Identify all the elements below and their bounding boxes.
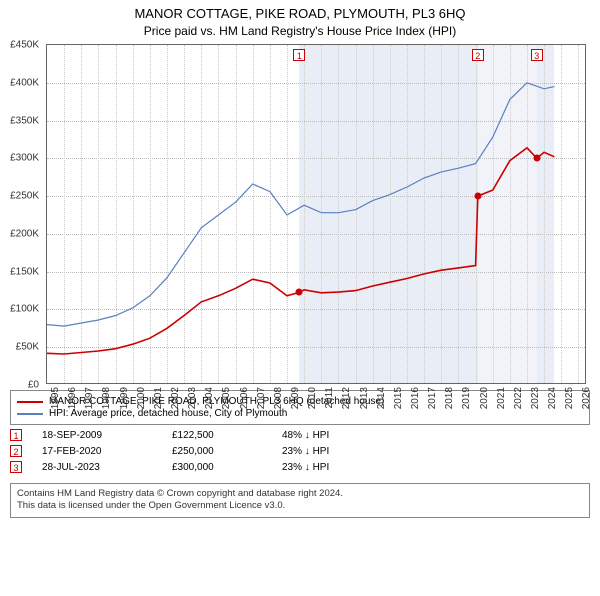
footer-line: This data is licensed under the Open Gov…	[17, 500, 583, 512]
event-marker-icon: 2	[10, 445, 22, 457]
event-diff: 48% ↓ HPI	[282, 430, 329, 441]
x-axis-label: 2013	[359, 387, 370, 409]
x-axis-label: 2011	[324, 387, 335, 409]
event-marker-icon: 1	[10, 429, 22, 441]
x-axis-label: 2002	[170, 387, 181, 409]
event-row: 1 18-SEP-2009 £122,500 48% ↓ HPI	[10, 429, 590, 441]
x-axis-label: 2014	[376, 387, 387, 409]
y-axis-label: £450K	[10, 40, 39, 51]
y-axis-label: £0	[28, 380, 39, 391]
chart-subtitle: Price paid vs. HM Land Registry's House …	[0, 24, 600, 38]
event-diff: 23% ↓ HPI	[282, 446, 329, 457]
x-axis-label: 2026	[581, 387, 592, 409]
sale-dot-2	[474, 193, 481, 200]
sale-dot-1	[296, 289, 303, 296]
sale-marker-1: 1	[293, 49, 305, 61]
x-axis-label: 2025	[564, 387, 575, 409]
y-axis-label: £350K	[10, 115, 39, 126]
x-axis-label: 2005	[221, 387, 232, 409]
x-axis-label: 1996	[67, 387, 78, 409]
x-axis-label: 2021	[496, 387, 507, 409]
y-axis-label: £150K	[10, 266, 39, 277]
y-axis-label: £50K	[16, 342, 39, 353]
event-row: 2 17-FEB-2020 £250,000 23% ↓ HPI	[10, 445, 590, 457]
x-axis-label: 2017	[427, 387, 438, 409]
x-axis-label: 1995	[50, 387, 61, 409]
legend-item: HPI: Average price, detached house, City…	[17, 408, 583, 419]
x-axis-label: 2007	[256, 387, 267, 409]
y-axis-label: £200K	[10, 228, 39, 239]
sale-marker-2: 2	[472, 49, 484, 61]
x-axis-label: 2015	[393, 387, 404, 409]
x-axis-label: 2000	[136, 387, 147, 409]
y-axis-label: £100K	[10, 304, 39, 315]
x-axis-label: 2008	[273, 387, 284, 409]
x-axis-label: 2018	[444, 387, 455, 409]
event-row: 3 28-JUL-2023 £300,000 23% ↓ HPI	[10, 461, 590, 473]
footer-line: Contains HM Land Registry data © Crown c…	[17, 488, 583, 500]
event-date: 18-SEP-2009	[42, 430, 172, 441]
event-diff: 23% ↓ HPI	[282, 462, 329, 473]
y-axis-label: £250K	[10, 191, 39, 202]
series-price_paid	[47, 148, 554, 354]
x-axis-label: 2010	[307, 387, 318, 409]
event-price: £300,000	[172, 462, 282, 473]
x-axis-label: 1997	[84, 387, 95, 409]
y-axis-label: £400K	[10, 77, 39, 88]
y-axis-label: £300K	[10, 153, 39, 164]
attribution-footer: Contains HM Land Registry data © Crown c…	[10, 483, 590, 518]
price-chart: £0£50K£100K£150K£200K£250K£300K£350K£400…	[46, 44, 586, 384]
x-axis-label: 2003	[187, 387, 198, 409]
chart-lines	[47, 45, 587, 385]
x-axis-label: 2001	[153, 387, 164, 409]
event-date: 17-FEB-2020	[42, 446, 172, 457]
x-axis-label: 2022	[513, 387, 524, 409]
x-axis-label: 2024	[547, 387, 558, 409]
x-axis-label: 2009	[290, 387, 301, 409]
legend-swatch	[17, 413, 43, 415]
x-axis-label: 2006	[239, 387, 250, 409]
sale-marker-3: 3	[531, 49, 543, 61]
x-axis-label: 1999	[119, 387, 130, 409]
x-axis-label: 2023	[530, 387, 541, 409]
legend-label: HPI: Average price, detached house, City…	[49, 408, 287, 419]
x-axis-label: 2016	[410, 387, 421, 409]
event-marker-icon: 3	[10, 461, 22, 473]
x-axis-label: 1998	[101, 387, 112, 409]
x-axis-label: 2012	[341, 387, 352, 409]
legend-swatch	[17, 401, 43, 403]
event-price: £122,500	[172, 430, 282, 441]
x-axis-label: 2020	[479, 387, 490, 409]
chart-title: MANOR COTTAGE, PIKE ROAD, PLYMOUTH, PL3 …	[0, 6, 600, 21]
events-table: 1 18-SEP-2009 £122,500 48% ↓ HPI 2 17-FE…	[10, 429, 590, 473]
event-date: 28-JUL-2023	[42, 462, 172, 473]
sale-dot-3	[533, 155, 540, 162]
x-axis-label: 2019	[461, 387, 472, 409]
event-price: £250,000	[172, 446, 282, 457]
x-axis-label: 2004	[204, 387, 215, 409]
